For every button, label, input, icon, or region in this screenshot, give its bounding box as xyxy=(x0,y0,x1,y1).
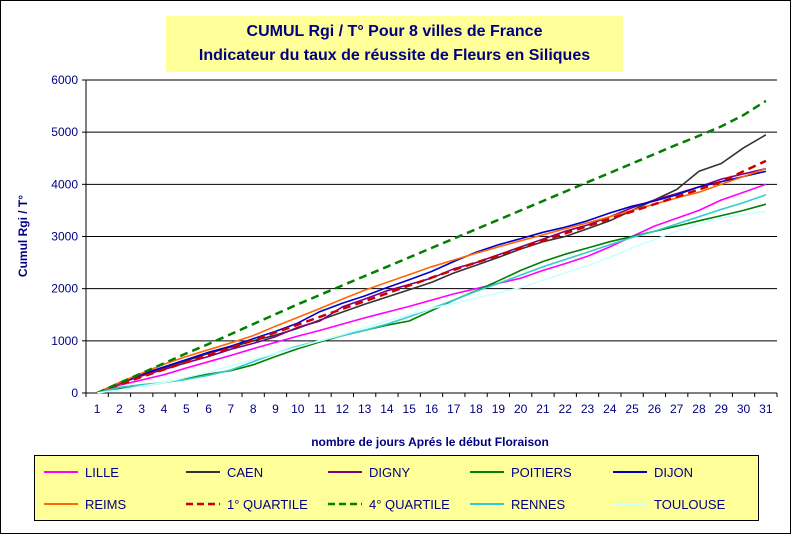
y-tick-label: 0 xyxy=(71,386,78,400)
x-tick-label: 24 xyxy=(603,402,617,416)
legend-item-4-quartile: 4° QUARTILE xyxy=(327,494,450,514)
x-tick-label: 31 xyxy=(759,402,773,416)
series-lines xyxy=(96,99,767,395)
x-tick-label: 1 xyxy=(94,402,101,416)
legend-swatch xyxy=(613,471,647,473)
x-tick-label: 4 xyxy=(161,402,168,416)
series-line-4-quartile xyxy=(96,99,767,395)
legend-swatch xyxy=(470,471,504,473)
x-tick-label: 2 xyxy=(116,402,123,416)
legend-swatch xyxy=(328,471,362,473)
legend-item-lille: LILLE xyxy=(43,462,119,482)
legend-item-dijon: DIJON xyxy=(612,462,693,482)
series-line-lille xyxy=(96,183,767,394)
x-tick-label: 15 xyxy=(403,402,417,416)
legend-item-rennes: RENNES xyxy=(469,494,565,514)
x-tick-label: 29 xyxy=(715,402,729,416)
series-line-dijon xyxy=(96,170,767,394)
series-line-caen xyxy=(96,134,767,394)
chart-title-box: CUMUL Rgi / T° Pour 8 villes de France I… xyxy=(166,16,623,72)
legend-label: LILLE xyxy=(85,464,119,480)
legend-label: POITIERS xyxy=(511,464,572,480)
y-tick-label: 6000 xyxy=(51,73,78,87)
legend-swatch xyxy=(470,503,504,505)
x-tick-label: 21 xyxy=(536,402,550,416)
axes xyxy=(82,79,778,397)
legend-label: 4° QUARTILE xyxy=(369,496,450,512)
series-line-rennes xyxy=(96,194,767,394)
x-tick-label: 23 xyxy=(581,402,595,416)
x-tick-label: 9 xyxy=(272,402,279,416)
x-tick-label: 30 xyxy=(737,402,751,416)
y-tick-label: 2000 xyxy=(51,282,78,296)
x-tick-label: 25 xyxy=(625,402,639,416)
legend-item-toulouse: TOULOUSE xyxy=(612,494,725,514)
x-tick-label: 14 xyxy=(380,402,394,416)
legend-item-poitiers: POITIERS xyxy=(469,462,572,482)
x-tick-label: 13 xyxy=(358,402,372,416)
series-line-1-quartile xyxy=(96,159,767,395)
legend-swatch xyxy=(44,503,78,505)
x-tick-label: 17 xyxy=(447,402,461,416)
legend-swatch xyxy=(186,502,220,506)
x-tick-label: 27 xyxy=(670,402,684,416)
x-tick-label: 11 xyxy=(314,402,327,416)
legend-swatch xyxy=(328,502,362,506)
legend-item-reims: REIMS xyxy=(43,494,126,514)
x-axis-title: nombre de jours Aprés le début Floraison xyxy=(311,435,549,449)
legend-label: REIMS xyxy=(85,496,127,512)
x-tick-label: 26 xyxy=(648,402,662,416)
x-tick-label: 28 xyxy=(692,402,706,416)
y-tick-label: 1000 xyxy=(51,334,78,348)
y-axis-title: Cumul Rgi / T° xyxy=(16,195,30,277)
x-tick-label: 16 xyxy=(425,402,439,416)
series-line-toulouse xyxy=(96,210,766,394)
legend-label: 1° QUARTILE xyxy=(227,496,308,512)
chart-title: CUMUL Rgi / T° Pour 8 villes de France xyxy=(246,23,543,40)
y-tick-label: 4000 xyxy=(51,177,78,191)
legend-label: DIGNY xyxy=(369,464,411,480)
x-tick-label: 5 xyxy=(183,402,190,416)
x-tick-label: 20 xyxy=(514,402,528,416)
x-tick-label: 12 xyxy=(336,402,350,416)
legend-item-caen: CAEN xyxy=(185,462,263,482)
legend-swatch xyxy=(44,471,78,473)
x-tick-label: 3 xyxy=(138,402,145,416)
legend-item-digny: DIGNY xyxy=(327,462,410,482)
legend-swatch xyxy=(186,471,220,473)
legend-label: DIJON xyxy=(654,464,693,480)
x-tick-label: 22 xyxy=(559,402,573,416)
x-tick-label: 7 xyxy=(228,402,235,416)
x-tick-label: 18 xyxy=(469,402,483,416)
legend-label: TOULOUSE xyxy=(654,496,726,512)
y-tick-label: 3000 xyxy=(51,230,78,244)
x-tick-label: 8 xyxy=(250,402,257,416)
x-tick-label: 6 xyxy=(205,402,212,416)
x-tick-label: 19 xyxy=(492,402,506,416)
legend-item-1-quartile: 1° QUARTILE xyxy=(185,494,308,514)
chart-subtitle: Indicateur du taux de réussite de Fleurs… xyxy=(198,47,591,64)
y-tick-label: 5000 xyxy=(51,125,78,139)
y-tick-labels: 0 1000 2000 3000 4000 5000 6000 xyxy=(51,73,78,400)
x-tick-labels: 1 2 3 4 5 6 7 8 9 10 11 12 13 14 15 16 17 18 19 20 21 22 23 24 2… xyxy=(94,402,773,416)
gridlines xyxy=(86,79,777,342)
legend: LILLE CAEN DIGNY POITIERS DIJON REIMS 1° QUART… xyxy=(34,455,759,521)
legend-swatch xyxy=(613,503,647,505)
legend-label: CAEN xyxy=(227,464,264,480)
x-tick-label: 10 xyxy=(291,402,305,416)
legend-label: RENNES xyxy=(511,496,566,512)
